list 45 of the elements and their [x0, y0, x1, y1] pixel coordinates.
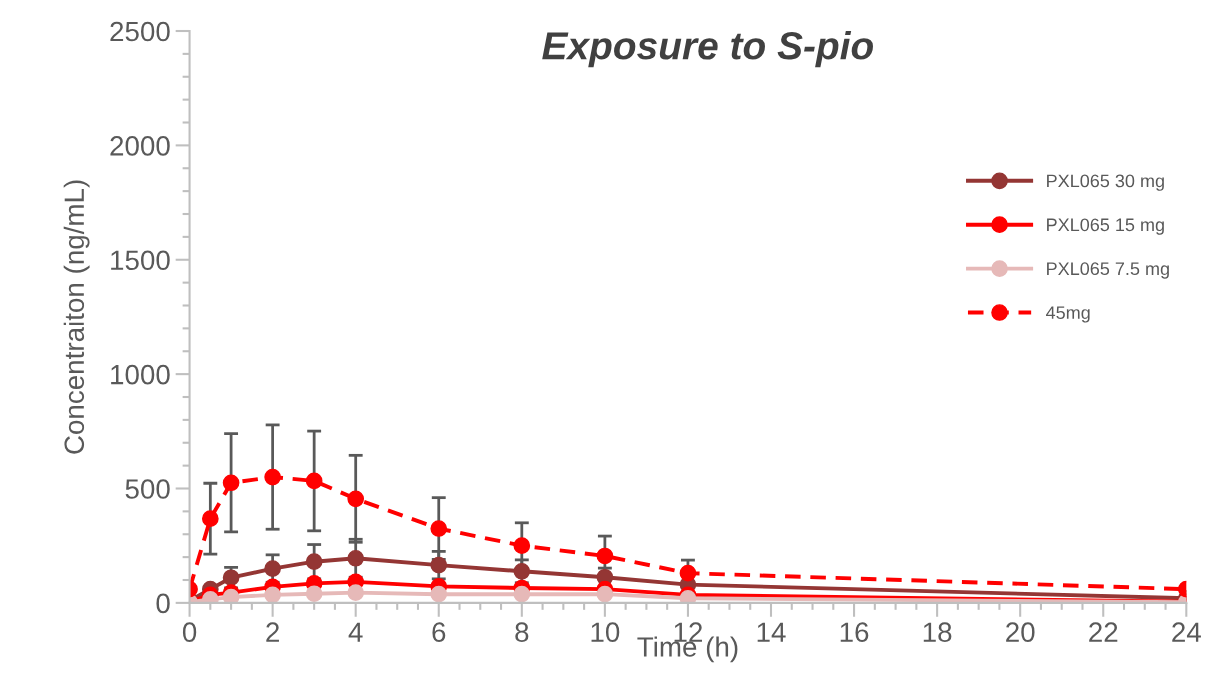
point [305, 585, 323, 603]
x-tick-label: 14 [757, 622, 786, 642]
y-tick-label: 0 [156, 593, 170, 614]
legend-label: PXL065 15 mg [1047, 218, 1164, 235]
point [430, 585, 448, 603]
point [305, 553, 323, 571]
y-tick-label: 500 [125, 479, 170, 499]
chart-title: Exposure to S-pio [542, 31, 873, 68]
y-tick-label: 2000 [110, 136, 170, 156]
point [513, 537, 531, 555]
x-tick-label: 20 [1006, 622, 1035, 643]
legend-label: 45mg [1046, 306, 1090, 323]
point [222, 474, 240, 492]
point [596, 547, 614, 565]
point [430, 556, 448, 574]
point [222, 588, 240, 603]
x-tick-label: 4 [348, 622, 363, 642]
x-tick-label: 8 [515, 622, 529, 643]
legend-label: PXL065 7.5 mg [1047, 262, 1169, 279]
point [513, 585, 531, 603]
point [264, 560, 281, 577]
point [347, 584, 365, 601]
x-tick-label: 2 [266, 622, 279, 642]
y-tick-label: 1000 [111, 364, 170, 385]
x-tick-label: 18 [923, 622, 952, 643]
point [347, 490, 365, 508]
y-axis-title: Concentraiton (ng/mL) [63, 180, 90, 454]
x-tick-label: 6 [432, 622, 446, 643]
point [305, 472, 323, 490]
legend-label: PXL065 30 mg [1047, 174, 1164, 191]
point [201, 510, 219, 528]
y-tick-label: 2500 [110, 21, 170, 42]
point [264, 468, 281, 486]
point [513, 562, 531, 580]
y-tick-label: 1500 [111, 250, 170, 271]
point [264, 586, 281, 603]
x-tick-label: 16 [840, 622, 869, 643]
x-tick-label: 0 [182, 622, 197, 643]
x-tick-label: 10 [591, 622, 620, 643]
x-tick-label: 24 [1172, 622, 1201, 642]
point [679, 564, 697, 582]
point [347, 549, 365, 567]
x-tick-label: 22 [1089, 622, 1118, 642]
point [596, 585, 614, 603]
point [430, 520, 448, 537]
